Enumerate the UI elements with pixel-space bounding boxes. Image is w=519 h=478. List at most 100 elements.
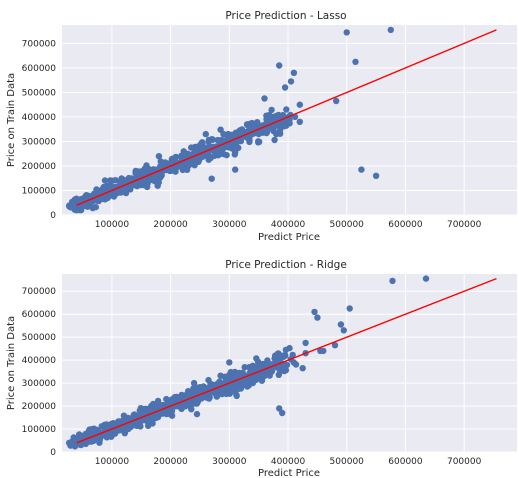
data-point xyxy=(95,197,103,205)
data-point xyxy=(205,138,212,145)
data-point xyxy=(88,438,95,445)
x-tick-label: 400000 xyxy=(271,457,306,467)
data-point xyxy=(232,166,239,173)
y-tick-label: 700000 xyxy=(22,39,57,49)
lasso-chart: Price Prediction - Lasso 100000 200000 300… xyxy=(6,10,517,243)
reference-line xyxy=(76,29,497,206)
reference-line xyxy=(76,277,497,444)
x-tick-label: 400000 xyxy=(271,220,306,230)
data-point xyxy=(389,277,396,285)
data-point xyxy=(230,133,237,140)
data-point xyxy=(287,78,295,85)
data-point xyxy=(279,409,286,417)
data-point xyxy=(302,339,309,347)
data-point xyxy=(178,403,185,411)
y-tick-label: 200000 xyxy=(22,402,57,412)
data-point xyxy=(112,177,119,184)
x-tick-label: 500000 xyxy=(330,457,365,467)
y-tick-label: 0 xyxy=(50,448,56,458)
data-point xyxy=(283,106,290,113)
data-point xyxy=(296,101,303,108)
data-point xyxy=(243,121,251,128)
data-point xyxy=(123,415,130,422)
y-tick-label: 0 xyxy=(50,211,56,221)
data-point xyxy=(116,418,123,425)
data-point xyxy=(237,384,245,392)
data-point xyxy=(296,118,303,126)
data-point xyxy=(137,423,144,430)
y-tick-label: 400000 xyxy=(22,356,57,366)
x-tick-label: 300000 xyxy=(212,457,247,467)
data-point xyxy=(125,425,132,432)
x-tick-label: 500000 xyxy=(330,220,365,230)
data-point xyxy=(281,84,289,91)
data-point xyxy=(152,414,160,422)
data-point xyxy=(177,153,185,160)
x-tick-label: 200000 xyxy=(153,457,188,467)
x-axis-label: Predict Price xyxy=(258,232,320,243)
data-point xyxy=(67,204,75,211)
data-point xyxy=(130,411,138,418)
data-point xyxy=(185,161,193,169)
data-point xyxy=(273,130,280,138)
data-point xyxy=(190,398,197,405)
data-point xyxy=(280,118,288,125)
data-point xyxy=(190,379,198,387)
data-point xyxy=(147,405,154,412)
data-point xyxy=(290,69,298,77)
ridge-chart: Price Prediction - Ridge 100000 200000 300… xyxy=(6,259,517,478)
y-tick-label: 700000 xyxy=(22,287,57,297)
data-point xyxy=(188,144,195,151)
data-point xyxy=(168,412,176,419)
data-point xyxy=(314,314,321,321)
data-point xyxy=(281,351,289,359)
y-tick-label: 500000 xyxy=(22,88,57,98)
x-tick-label: 600000 xyxy=(388,220,423,230)
x-tick-label: 700000 xyxy=(447,220,482,230)
data-point xyxy=(286,344,293,352)
data-point xyxy=(358,166,365,173)
data-point xyxy=(331,342,339,349)
data-point xyxy=(340,327,347,334)
data-point xyxy=(255,138,262,145)
y-tick-label: 300000 xyxy=(22,137,57,147)
data-point xyxy=(228,145,235,152)
data-point xyxy=(173,393,180,401)
data-point xyxy=(249,379,256,387)
data-point xyxy=(241,380,249,388)
data-point xyxy=(337,321,345,328)
data-point xyxy=(196,387,203,394)
data-point xyxy=(199,141,206,148)
data-point xyxy=(205,156,212,163)
y-tick-label: 600000 xyxy=(22,64,57,74)
y-tick-label: 400000 xyxy=(22,113,57,123)
data-point xyxy=(77,433,84,440)
data-point xyxy=(107,177,114,184)
data-point xyxy=(346,305,353,312)
x-tick-label: 100000 xyxy=(95,220,130,230)
data-point xyxy=(246,138,253,146)
data-point xyxy=(241,364,248,371)
data-point xyxy=(258,377,266,384)
data-point xyxy=(226,359,233,366)
y-tick-label: 300000 xyxy=(22,379,57,389)
data-point xyxy=(286,120,293,127)
y-tick-label: 100000 xyxy=(22,186,57,196)
data-point xyxy=(132,167,139,175)
data-point xyxy=(193,410,201,418)
data-point xyxy=(142,166,150,174)
data-point xyxy=(233,371,241,378)
data-point xyxy=(118,175,125,182)
data-point xyxy=(211,152,218,159)
data-point xyxy=(282,367,290,374)
data-point xyxy=(343,29,350,36)
data-point xyxy=(276,405,283,412)
data-point xyxy=(225,372,233,379)
x-tick-label: 100000 xyxy=(95,457,130,467)
y-axis-label: Price on Train Data xyxy=(6,73,17,167)
x-tick-label: 200000 xyxy=(153,220,188,230)
data-point xyxy=(169,155,176,162)
data-point xyxy=(387,26,394,34)
data-point xyxy=(422,275,430,282)
data-point xyxy=(292,361,300,368)
